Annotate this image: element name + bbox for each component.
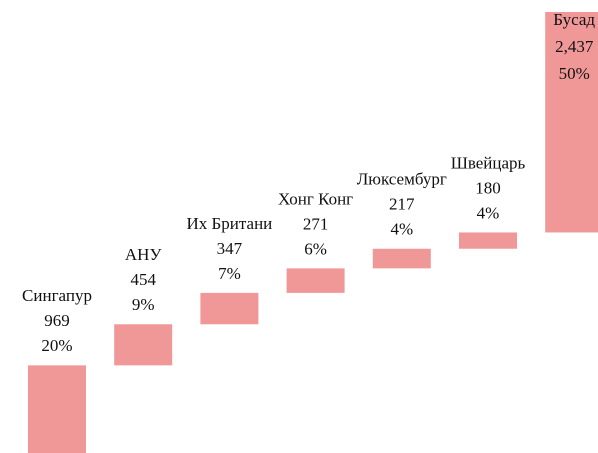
value-label: 2,437 <box>555 37 594 56</box>
category-label: Их Британи <box>187 214 273 233</box>
bar <box>545 12 598 233</box>
category-label: АНУ <box>125 245 163 264</box>
share-label: 6% <box>304 239 327 258</box>
bar <box>200 292 259 325</box>
value-label: 347 <box>217 239 243 258</box>
category-label: Бусад <box>553 10 595 29</box>
category-label: Хонг Конг <box>278 189 353 208</box>
value-label: 969 <box>44 311 70 330</box>
share-label: 9% <box>132 295 155 314</box>
bar <box>286 268 345 293</box>
value-label: 180 <box>475 178 501 197</box>
category-label: Люксембург <box>357 170 447 189</box>
value-label: 271 <box>303 214 329 233</box>
bar <box>372 248 431 269</box>
share-label: 7% <box>218 264 241 283</box>
bar <box>459 232 517 249</box>
share-label: 4% <box>390 220 413 239</box>
category-label: Сингапур <box>22 286 92 305</box>
share-label: 20% <box>41 336 72 355</box>
bar <box>28 365 86 453</box>
share-label: 50% <box>559 64 590 83</box>
share-label: 4% <box>477 203 500 222</box>
category-label: Швейцарь <box>451 153 526 172</box>
value-label: 454 <box>130 270 156 289</box>
bar <box>114 324 173 366</box>
value-label: 217 <box>389 195 415 214</box>
